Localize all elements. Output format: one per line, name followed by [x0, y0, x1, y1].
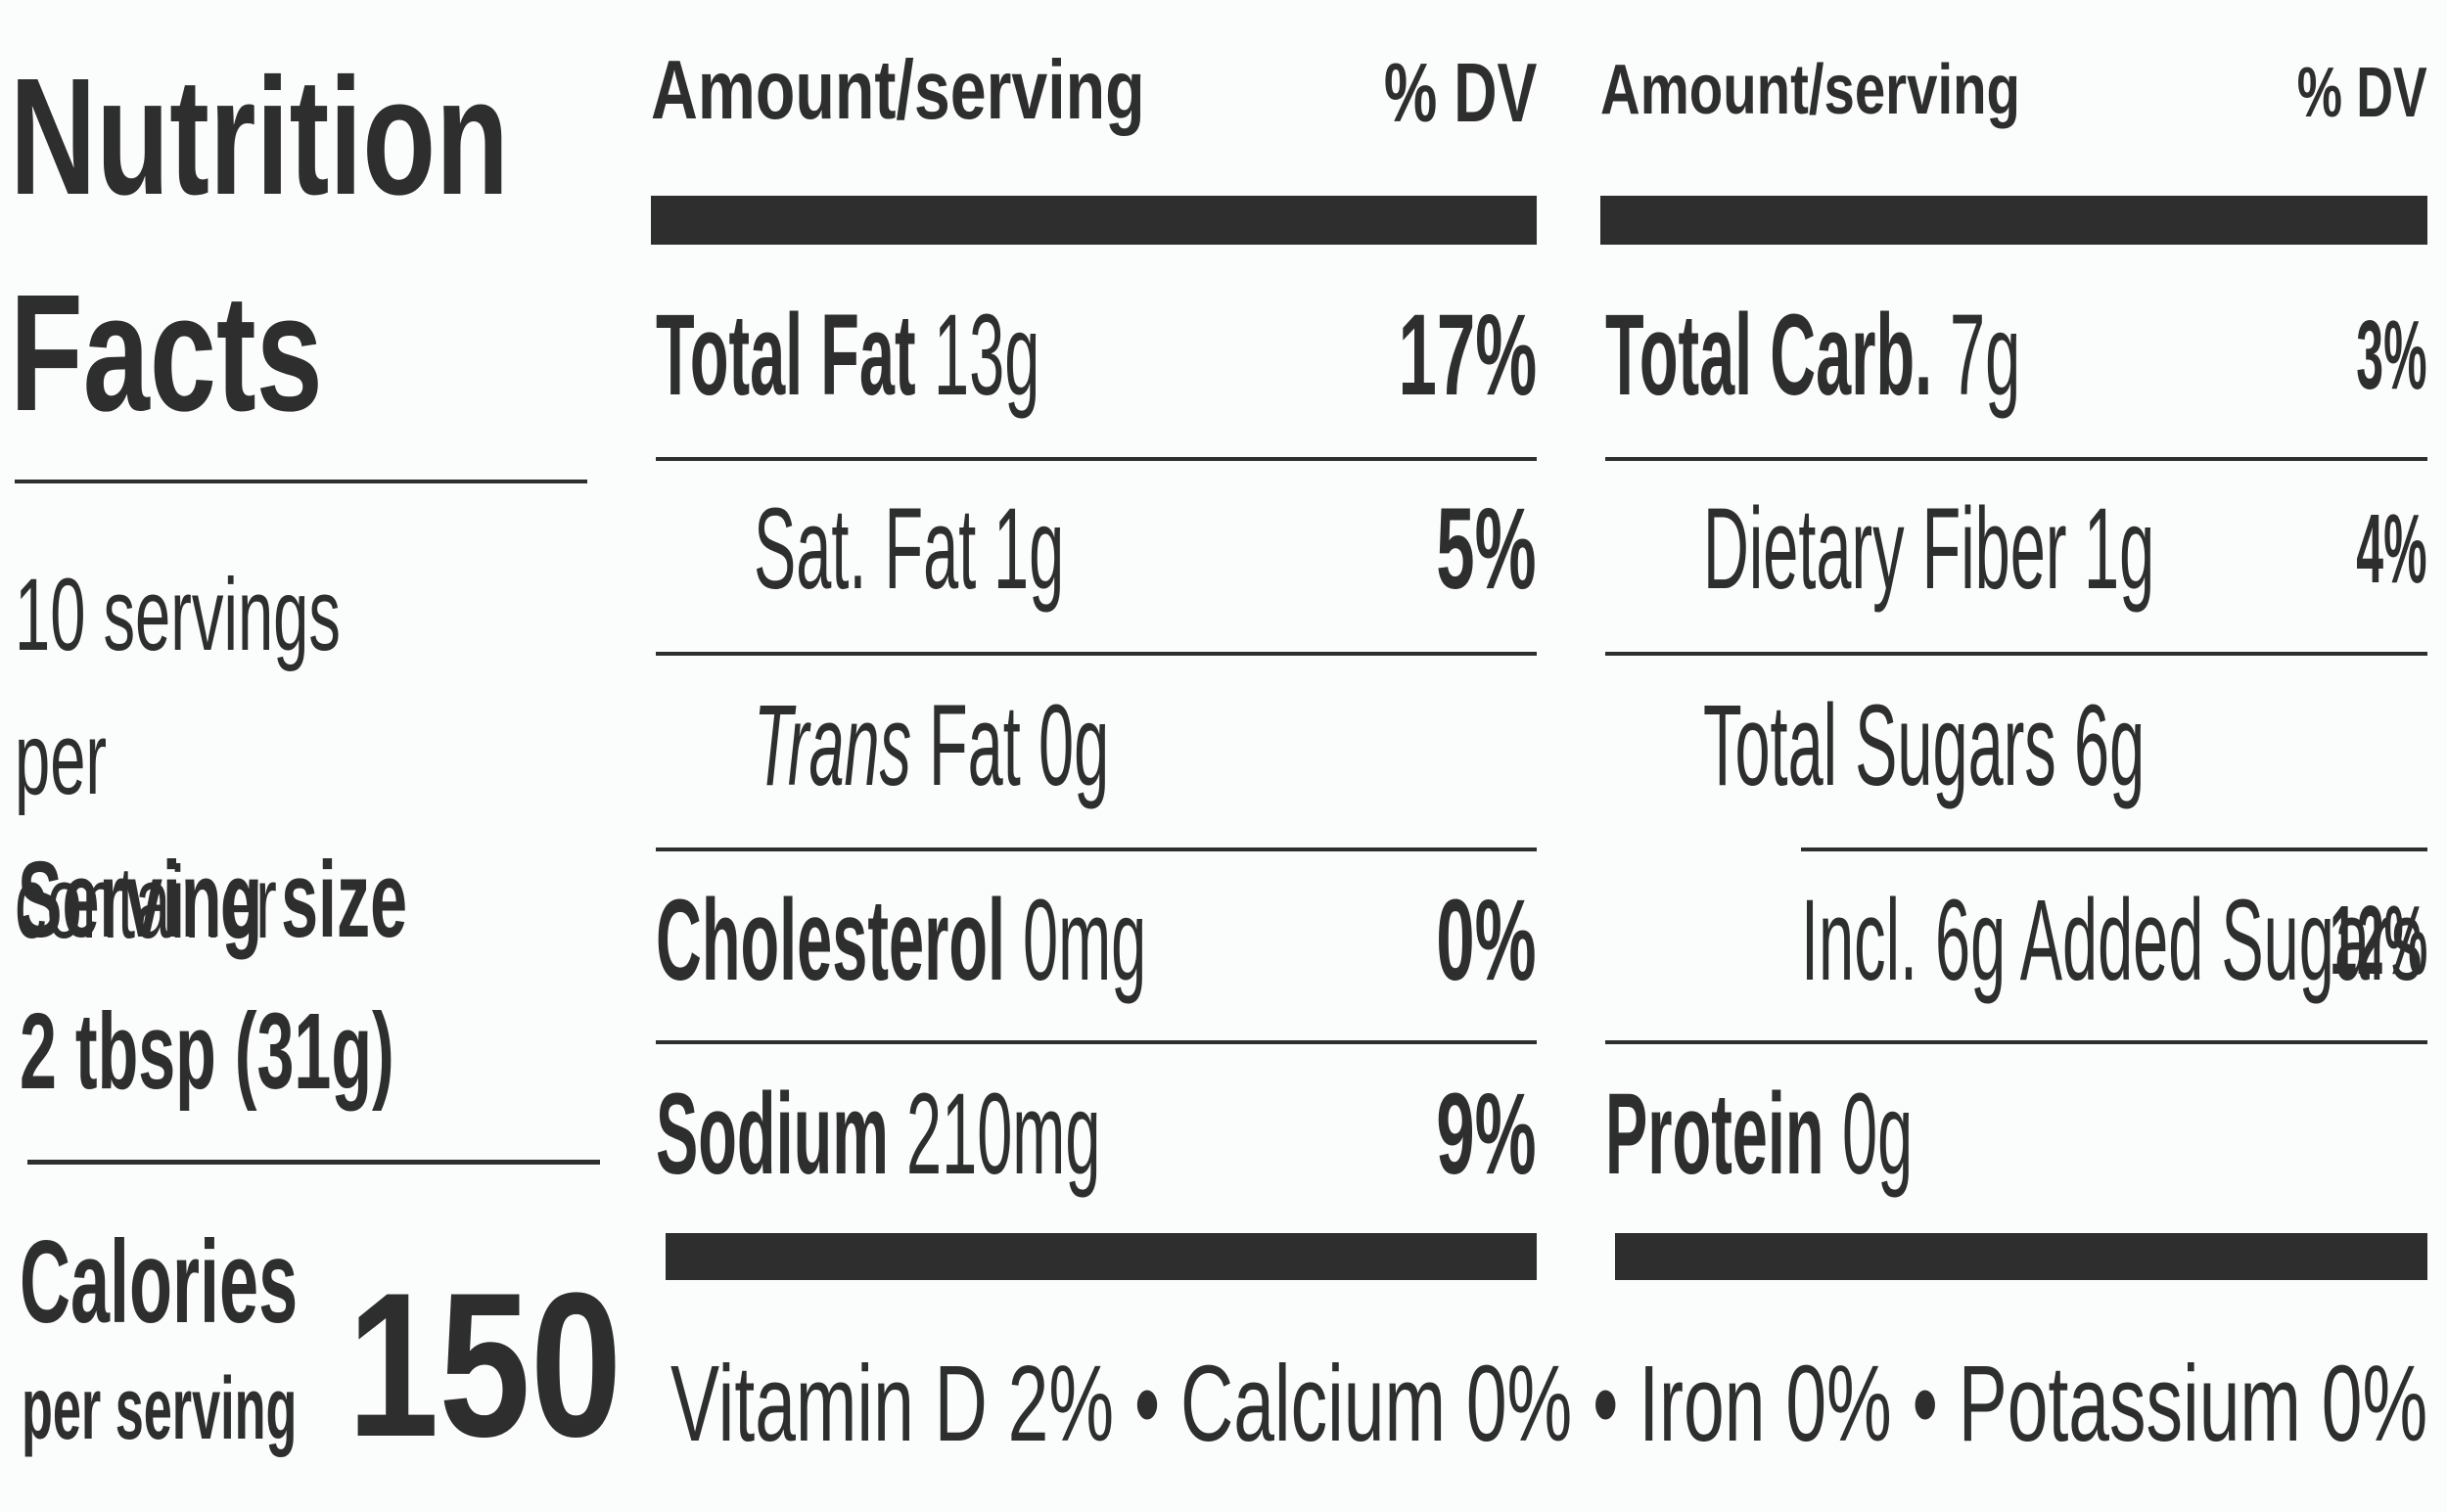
thick-bar — [666, 1233, 1537, 1280]
thin-line — [1605, 652, 2427, 656]
nutrient-dv: 12% — [2329, 886, 2427, 995]
nutrient-dv: 17% — [1398, 291, 1537, 420]
nutrient-amount: 0mg — [1023, 876, 1147, 1005]
nutrient-name: Total Fat — [656, 291, 916, 420]
nutrient-amount: 210mg — [905, 1070, 1101, 1199]
header-dv: % DV — [1383, 46, 1537, 140]
divider — [27, 1160, 600, 1165]
sub-nutrient-name: Fat — [929, 681, 1021, 810]
nutrient-amount: 0g — [1841, 1070, 1913, 1199]
nutrient-dv: 0% — [1436, 876, 1537, 1005]
thin-line — [1605, 457, 2427, 461]
sub-nutrient-name: Trans — [754, 681, 912, 810]
thick-bar — [1600, 196, 2427, 245]
thick-bar — [651, 196, 1537, 245]
header-dv: % DV — [2297, 53, 2427, 132]
title: Nutrition Facts — [10, 44, 509, 446]
thin-line — [656, 848, 1537, 851]
calories-value: 150 — [347, 1250, 623, 1480]
serving-size: 2 tbsp (31g) — [20, 991, 394, 1112]
sub-nutrient-name: Dietary Fiber — [1703, 484, 2067, 614]
thin-line — [1801, 848, 2427, 851]
header-amount: Amount/serving — [1600, 50, 2020, 129]
calories-label: Calories — [20, 1216, 299, 1348]
sub-nutrient-name: Incl. 6g Added Sugars — [1801, 876, 2424, 1005]
thin-line — [1605, 1040, 2427, 1044]
footer-vitamins: Vitamin D 2% • Calcium 0% • Iron 0% • Po… — [670, 1344, 2428, 1464]
nutrient-amount: 1g — [2084, 484, 2155, 614]
nutrient-dv: 9% — [1436, 1070, 1537, 1199]
nutrient-name: Total Carb. — [1605, 291, 1933, 420]
nutrient-dv: 3% — [2356, 300, 2427, 410]
nutrient-name: Cholesterol — [656, 876, 1006, 1005]
sub-nutrient-name: Total Sugars — [1703, 681, 2056, 810]
nutrient-amount: 13g — [933, 291, 1039, 420]
nutrient-dv: 5% — [1436, 484, 1537, 614]
thin-line — [656, 457, 1537, 461]
nutrient-name: Sodium — [656, 1070, 889, 1199]
nutrient-amount: 6g — [2073, 681, 2145, 810]
serving-size-label: Serving size — [18, 840, 408, 960]
thin-line — [656, 1040, 1537, 1044]
sub-nutrient-name: Sat. Fat — [754, 484, 977, 614]
calories-sub: per serving — [22, 1360, 298, 1458]
thick-bar — [1615, 1233, 2427, 1280]
servings: 10 servings per container — [15, 558, 341, 960]
header-amount: Amount/serving — [651, 43, 1145, 137]
nutrient-amount: 7g — [1950, 291, 2021, 420]
nutrient-dv: 4% — [2356, 494, 2427, 604]
divider — [15, 480, 587, 483]
nutrient-amount: 1g — [993, 484, 1065, 614]
thin-line — [656, 652, 1537, 656]
nutrient-amount: 0g — [1038, 681, 1110, 810]
nutrient-name: Protein — [1605, 1070, 1824, 1199]
